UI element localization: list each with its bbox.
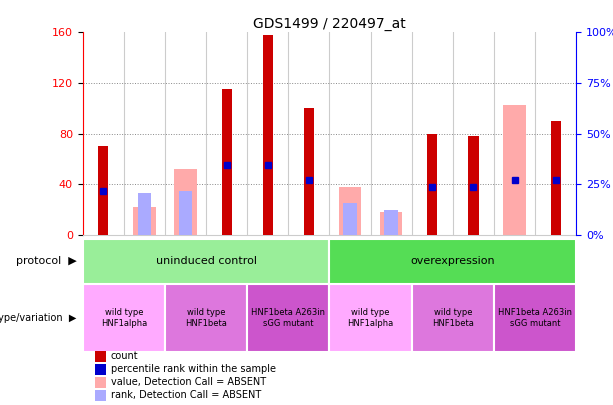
Bar [304, 108, 314, 235]
Title: GDS1499 / 220497_at: GDS1499 / 220497_at [253, 17, 406, 31]
Bar [262, 35, 273, 235]
Bar [138, 193, 151, 235]
Text: wild type
HNF1beta: wild type HNF1beta [432, 308, 474, 328]
Text: value, Detection Call = ABSENT: value, Detection Call = ABSENT [111, 377, 266, 387]
Bar [339, 187, 361, 235]
Bar [503, 104, 526, 235]
Bar [165, 284, 247, 352]
Bar [384, 210, 398, 235]
Bar [330, 284, 412, 352]
Bar [83, 284, 165, 352]
Text: count: count [111, 352, 139, 361]
Bar [468, 136, 479, 235]
Text: genotype/variation  ▶: genotype/variation ▶ [0, 313, 77, 323]
Text: wild type
HNF1alpha: wild type HNF1alpha [348, 308, 394, 328]
Bar [330, 239, 576, 284]
Text: HNF1beta A263in
sGG mutant: HNF1beta A263in sGG mutant [498, 308, 572, 328]
Text: wild type
HNF1beta: wild type HNF1beta [185, 308, 227, 328]
Bar [550, 121, 561, 235]
Bar [98, 146, 109, 235]
Text: wild type
HNF1alpha: wild type HNF1alpha [101, 308, 147, 328]
Bar [494, 284, 576, 352]
Bar [380, 212, 403, 235]
Text: uninduced control: uninduced control [156, 256, 257, 266]
Bar [221, 90, 232, 235]
Text: percentile rank within the sample: percentile rank within the sample [111, 364, 276, 374]
Text: overexpression: overexpression [411, 256, 495, 266]
Bar [343, 203, 357, 235]
Bar [174, 169, 197, 235]
Bar [412, 284, 494, 352]
Bar [179, 191, 192, 235]
Bar [133, 207, 156, 235]
Bar [427, 134, 438, 235]
Bar [83, 239, 330, 284]
Bar [247, 284, 330, 352]
Text: HNF1beta A263in
sGG mutant: HNF1beta A263in sGG mutant [251, 308, 326, 328]
Text: protocol  ▶: protocol ▶ [16, 256, 77, 266]
Text: rank, Detection Call = ABSENT: rank, Detection Call = ABSENT [111, 390, 261, 400]
